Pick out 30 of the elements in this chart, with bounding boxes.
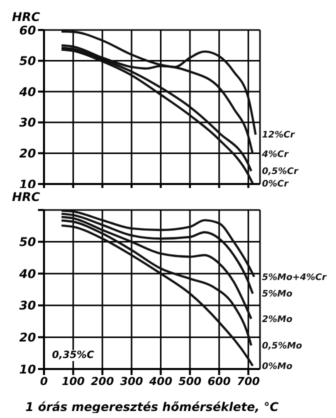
x-tick-label: 300 xyxy=(120,374,144,388)
y-axis-title: HRC xyxy=(12,190,40,204)
y-axis-title: HRC xyxy=(12,10,40,24)
series-label: 4%Cr xyxy=(261,150,289,160)
x-tick-label: 0 xyxy=(40,374,48,388)
series-label: 0,5%Cr xyxy=(262,167,299,178)
y-tick-label: 30 xyxy=(19,116,36,130)
x-tick-label: 100 xyxy=(62,374,86,388)
y-tick-label: 60 xyxy=(19,23,36,38)
series-label: 5%Mo+4%Cr xyxy=(262,272,327,283)
y-tick-label: 20 xyxy=(19,146,36,160)
y-tick-label: 40 xyxy=(18,84,36,99)
annotation: 0,35%C xyxy=(50,350,96,361)
series-label: 5%Mo xyxy=(262,290,292,300)
y-tick-label: 50 xyxy=(19,54,36,68)
series-label: 0,5%Mo xyxy=(262,341,302,352)
y-tick-label: 10 xyxy=(19,362,36,376)
series-label: 0%Mo xyxy=(262,362,292,372)
series-label: 0%Cr xyxy=(262,179,289,190)
y-tick-label: 50 xyxy=(19,235,36,250)
series-label: 2%Mo xyxy=(262,314,292,325)
y-tick-label: 30 xyxy=(19,298,36,313)
y-tick-label: 40 xyxy=(18,266,36,281)
y-tick-label: 20 xyxy=(19,330,36,344)
x-tick-label: 700 xyxy=(236,374,260,388)
x-tick-label: 400 xyxy=(148,374,173,388)
series-label: 12%Cr xyxy=(262,130,296,141)
x-tick-label: 500 xyxy=(178,374,202,388)
x-tick-label: 600 xyxy=(208,374,231,388)
x-tick-label: 200 xyxy=(90,374,114,388)
